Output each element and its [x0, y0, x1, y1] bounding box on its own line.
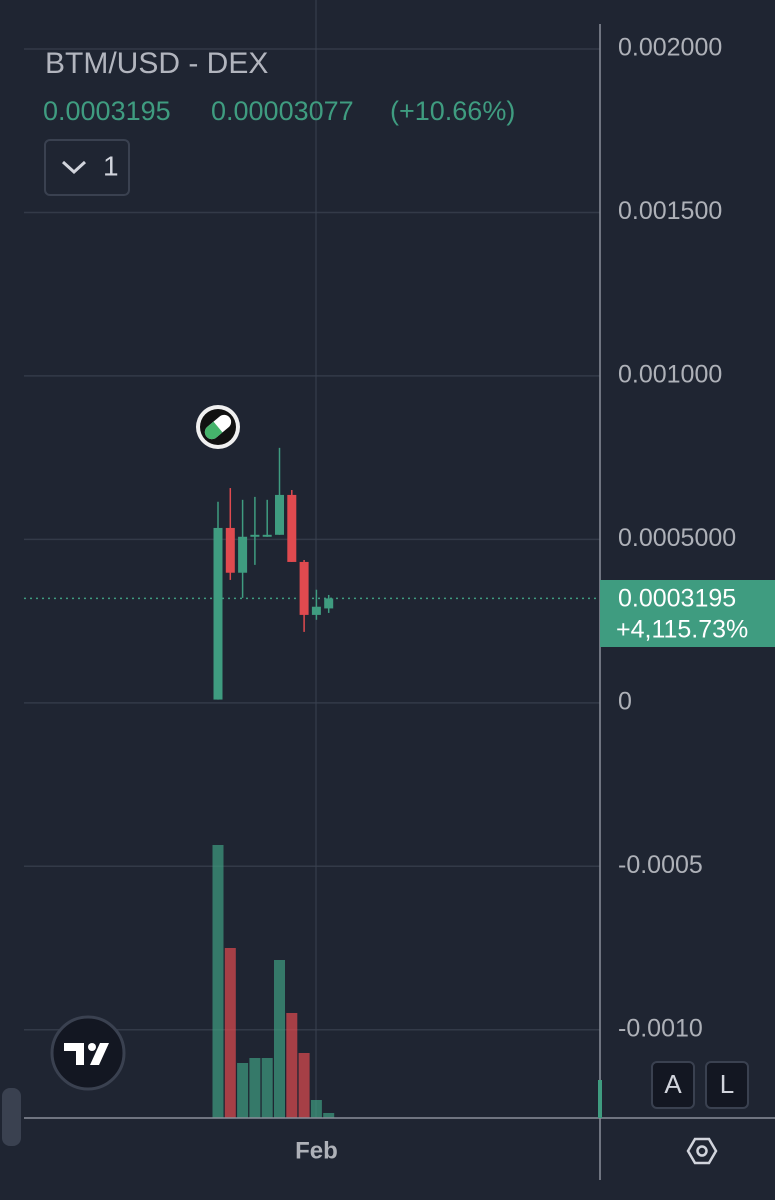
- scale-button-label: L: [720, 1069, 734, 1099]
- y-tick-label: 0.001000: [618, 361, 722, 389]
- scale-button[interactable]: [705, 1061, 749, 1109]
- total-change-label: +4,115.73%: [616, 616, 748, 644]
- last-price-box: 0.0003195 +4,115.73%: [600, 580, 775, 647]
- volume-bar: [310, 1100, 322, 1118]
- scale-button[interactable]: [651, 1061, 695, 1109]
- y-tick-label: 0.0005000: [618, 524, 736, 552]
- chart-title: BTM/USD - DEX: [45, 47, 268, 80]
- volume-bar: [323, 1113, 335, 1118]
- y-tick-label: 0: [618, 687, 632, 715]
- candle-body: [324, 598, 334, 609]
- grid: -0.0010 -0.0005 0 0.0005000 0.001000 0.001500…: [24, 34, 736, 1164]
- last-price-background: [600, 580, 775, 647]
- logo-mark: [64, 1043, 109, 1065]
- candle-body: [238, 536, 248, 573]
- candle-body: [225, 527, 235, 573]
- candle-body: [250, 534, 260, 537]
- candle-body: [262, 534, 272, 537]
- volume-bar: [286, 1013, 298, 1118]
- y-tick-label: -0.0005: [618, 851, 703, 879]
- candle-body: [275, 494, 284, 535]
- y-tick-label: -0.0010: [618, 1014, 703, 1042]
- collapse-button[interactable]: 1: [44, 139, 130, 196]
- volume-bar: [274, 960, 285, 1118]
- candle-body: [311, 606, 321, 615]
- volume-bar: [224, 948, 236, 1118]
- last-price-label: 0.0003195: [618, 585, 736, 613]
- volume-bar: [237, 1063, 249, 1118]
- candle-body: [299, 561, 309, 615]
- scroll-handle[interactable]: [2, 1088, 21, 1146]
- edge-marker: [598, 1080, 602, 1118]
- volume-bar: [298, 1053, 310, 1118]
- y-tick-label: 0.001500: [618, 197, 722, 225]
- candle-body: [287, 494, 297, 562]
- volume-bar: [249, 1058, 261, 1118]
- x-tick-label: Feb: [295, 1137, 338, 1164]
- logo-circle[interactable]: [50, 1015, 126, 1091]
- price-change: 0.00003077: [211, 96, 354, 126]
- last-price: 0.0003195: [43, 96, 171, 126]
- plot: [24, 447, 600, 1118]
- interval-label: 1: [103, 150, 119, 181]
- chevron-icon: [61, 160, 87, 175]
- tradingview-logo[interactable]: [50, 1015, 126, 1091]
- settings-dot: [696, 1145, 708, 1157]
- event-icon[interactable]: [196, 405, 240, 449]
- scale-button-label: A: [664, 1069, 682, 1099]
- volume-bar: [261, 1058, 273, 1118]
- logo-dot: [88, 1043, 96, 1051]
- settings-icon[interactable]: [686, 1137, 718, 1165]
- button-frame[interactable]: [44, 139, 130, 196]
- volume-bar: [212, 845, 224, 1118]
- settings-button[interactable]: [686, 1137, 718, 1165]
- pill-left: [204, 421, 223, 440]
- price-change-percent: (+10.66%): [390, 96, 515, 126]
- pill-icon: [204, 414, 232, 440]
- candle-body: [213, 527, 223, 700]
- y-tick-label: 0.002000: [618, 34, 722, 62]
